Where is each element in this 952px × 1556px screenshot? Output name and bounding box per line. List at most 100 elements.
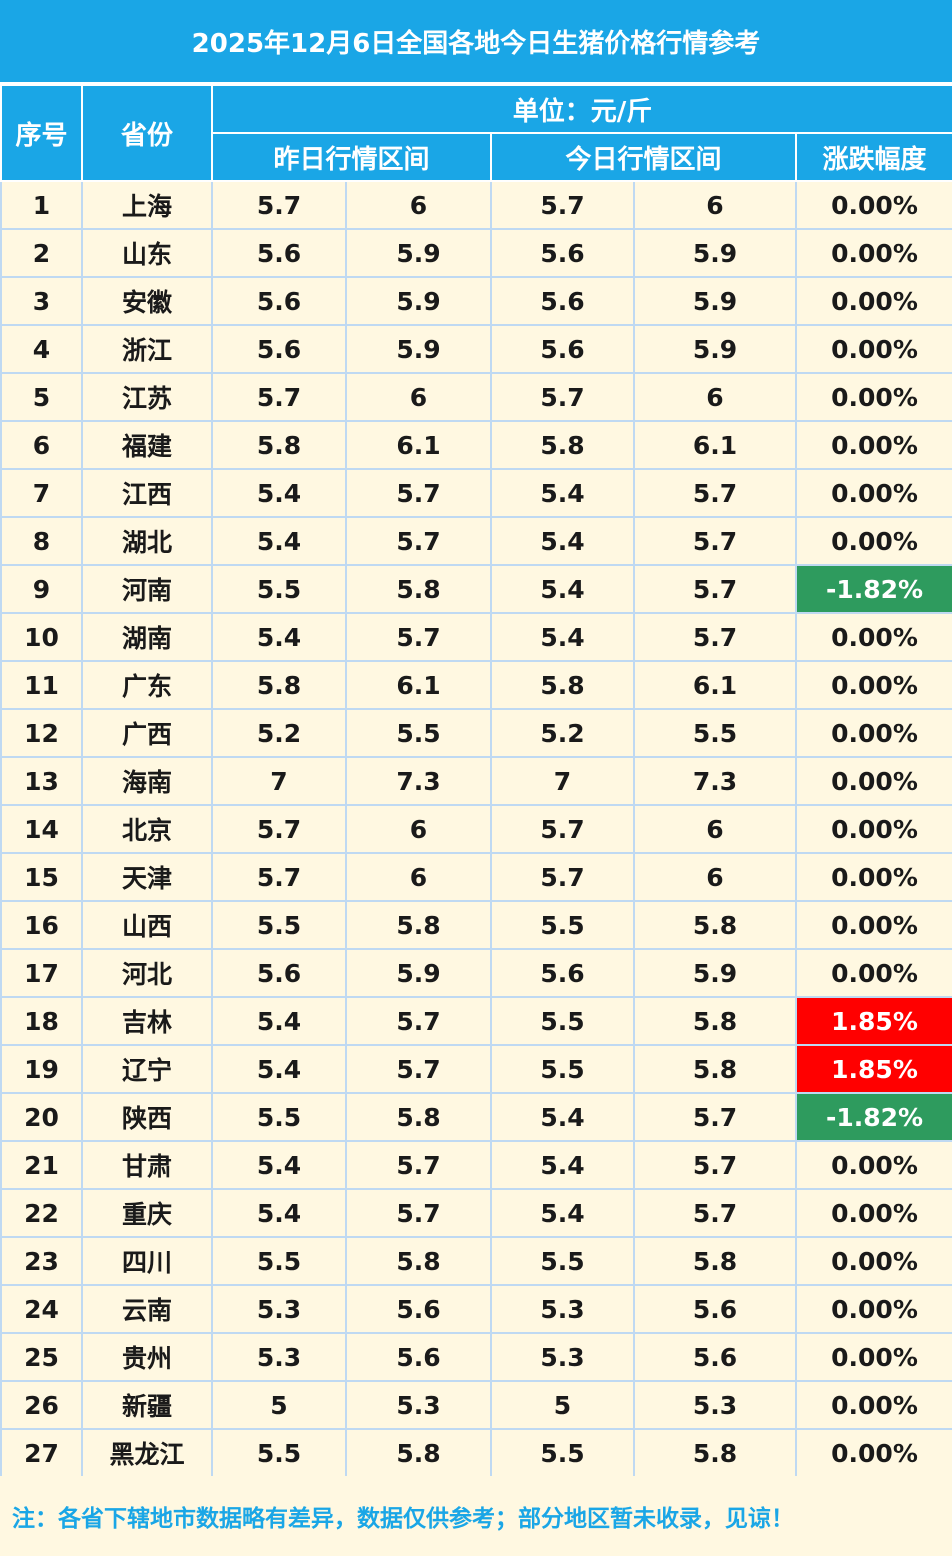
cell-yesterday-low: 5.3 bbox=[211, 1284, 347, 1334]
cell-today-high: 7.3 bbox=[633, 756, 797, 806]
cell-today-high: 6 bbox=[633, 852, 797, 902]
cell-yesterday-low: 5.4 bbox=[211, 996, 347, 1046]
cell-today-high: 6 bbox=[633, 180, 797, 230]
cell-today-low: 5 bbox=[490, 1380, 635, 1430]
cell-yesterday-low: 5.3 bbox=[211, 1332, 347, 1382]
cell-province: 甘肃 bbox=[81, 1140, 213, 1190]
cell-yesterday-high: 5.7 bbox=[345, 612, 492, 662]
cell-yesterday-high: 6.1 bbox=[345, 420, 492, 470]
cell-today-low: 5.7 bbox=[490, 180, 635, 230]
cell-no: 15 bbox=[0, 852, 83, 902]
cell-no: 2 bbox=[0, 228, 83, 278]
cell-province: 黑龙江 bbox=[81, 1428, 213, 1478]
cell-no: 5 bbox=[0, 372, 83, 422]
cell-no: 26 bbox=[0, 1380, 83, 1430]
cell-change: -1.82% bbox=[794, 564, 952, 614]
table-header: 序号 省份 单位：元/斤 昨日行情区间 今日行情区间 涨跌幅度 bbox=[0, 84, 952, 182]
cell-no: 4 bbox=[0, 324, 83, 374]
cell-today-high: 5.7 bbox=[633, 468, 797, 518]
cell-yesterday-low: 5.5 bbox=[211, 1092, 347, 1142]
cell-yesterday-low: 5.4 bbox=[211, 1044, 347, 1094]
cell-yesterday-low: 5.6 bbox=[211, 228, 347, 278]
cell-today-low: 5.5 bbox=[490, 996, 635, 1046]
cell-no: 20 bbox=[0, 1092, 83, 1142]
cell-today-low: 5.5 bbox=[490, 1044, 635, 1094]
cell-today-low: 5.7 bbox=[490, 804, 635, 854]
table-row: 5 江苏 5.7 6 5.7 6 0.00% bbox=[0, 372, 952, 422]
cell-no: 17 bbox=[0, 948, 83, 998]
footnote: 注：各省下辖地市数据略有差异，数据仅供参考；部分地区暂未收录，见谅！ bbox=[0, 1476, 952, 1556]
cell-yesterday-high: 5.8 bbox=[345, 1092, 492, 1142]
cell-yesterday-high: 6 bbox=[345, 852, 492, 902]
cell-province: 四川 bbox=[81, 1236, 213, 1286]
cell-province: 湖南 bbox=[81, 612, 213, 662]
cell-province: 海南 bbox=[81, 756, 213, 806]
table-row: 26 新疆 5 5.3 5 5.3 0.00% bbox=[0, 1380, 952, 1430]
cell-province: 陕西 bbox=[81, 1092, 213, 1142]
cell-yesterday-high: 5.8 bbox=[345, 1236, 492, 1286]
cell-change: 0.00% bbox=[794, 804, 952, 854]
cell-yesterday-high: 5.9 bbox=[345, 948, 492, 998]
cell-province: 云南 bbox=[81, 1284, 213, 1334]
cell-today-low: 5.8 bbox=[490, 420, 635, 470]
cell-today-high: 5.9 bbox=[633, 324, 797, 374]
cell-change: 0.00% bbox=[794, 660, 952, 710]
cell-today-high: 5.9 bbox=[633, 948, 797, 998]
table-row: 27 黑龙江 5.5 5.8 5.5 5.8 0.00% bbox=[0, 1428, 952, 1478]
table-row: 13 海南 7 7.3 7 7.3 0.00% bbox=[0, 756, 952, 806]
cell-no: 13 bbox=[0, 756, 83, 806]
header-yesterday: 昨日行情区间 bbox=[211, 132, 492, 182]
cell-today-high: 5.7 bbox=[633, 1092, 797, 1142]
cell-today-high: 6 bbox=[633, 372, 797, 422]
cell-no: 24 bbox=[0, 1284, 83, 1334]
cell-today-low: 5.5 bbox=[490, 1428, 635, 1478]
cell-province: 贵州 bbox=[81, 1332, 213, 1382]
cell-today-high: 5.8 bbox=[633, 1044, 797, 1094]
cell-province: 河南 bbox=[81, 564, 213, 614]
cell-today-low: 5.4 bbox=[490, 516, 635, 566]
cell-yesterday-low: 5.5 bbox=[211, 900, 347, 950]
cell-no: 23 bbox=[0, 1236, 83, 1286]
header-today: 今日行情区间 bbox=[490, 132, 797, 182]
cell-no: 1 bbox=[0, 180, 83, 230]
cell-today-low: 5.4 bbox=[490, 1092, 635, 1142]
table-row: 3 安徽 5.6 5.9 5.6 5.9 0.00% bbox=[0, 276, 952, 326]
cell-change: 0.00% bbox=[794, 1236, 952, 1286]
cell-yesterday-high: 6.1 bbox=[345, 660, 492, 710]
cell-today-low: 7 bbox=[490, 756, 635, 806]
cell-change: 0.00% bbox=[794, 228, 952, 278]
cell-yesterday-low: 7 bbox=[211, 756, 347, 806]
cell-yesterday-high: 5.8 bbox=[345, 900, 492, 950]
cell-today-high: 5.8 bbox=[633, 1428, 797, 1478]
cell-yesterday-high: 7.3 bbox=[345, 756, 492, 806]
table-row: 21 甘肃 5.4 5.7 5.4 5.7 0.00% bbox=[0, 1140, 952, 1190]
cell-province: 重庆 bbox=[81, 1188, 213, 1238]
cell-change: 0.00% bbox=[794, 612, 952, 662]
cell-today-low: 5.4 bbox=[490, 1140, 635, 1190]
table-row: 17 河北 5.6 5.9 5.6 5.9 0.00% bbox=[0, 948, 952, 998]
cell-province: 浙江 bbox=[81, 324, 213, 374]
cell-change: 1.85% bbox=[794, 996, 952, 1046]
cell-province: 广西 bbox=[81, 708, 213, 758]
cell-today-high: 6.1 bbox=[633, 420, 797, 470]
cell-today-low: 5.4 bbox=[490, 1188, 635, 1238]
table-row: 25 贵州 5.3 5.6 5.3 5.6 0.00% bbox=[0, 1332, 952, 1382]
table-row: 11 广东 5.8 6.1 5.8 6.1 0.00% bbox=[0, 660, 952, 710]
cell-today-low: 5.8 bbox=[490, 660, 635, 710]
cell-no: 9 bbox=[0, 564, 83, 614]
cell-yesterday-high: 5.9 bbox=[345, 324, 492, 374]
cell-change: 1.85% bbox=[794, 1044, 952, 1094]
cell-yesterday-low: 5.7 bbox=[211, 372, 347, 422]
cell-yesterday-high: 5.7 bbox=[345, 1140, 492, 1190]
cell-today-low: 5.2 bbox=[490, 708, 635, 758]
cell-no: 18 bbox=[0, 996, 83, 1046]
cell-province: 河北 bbox=[81, 948, 213, 998]
cell-today-low: 5.5 bbox=[490, 1236, 635, 1286]
cell-today-high: 5.6 bbox=[633, 1332, 797, 1382]
cell-change: 0.00% bbox=[794, 900, 952, 950]
cell-change: 0.00% bbox=[794, 852, 952, 902]
cell-change: 0.00% bbox=[794, 1332, 952, 1382]
cell-today-high: 5.7 bbox=[633, 1188, 797, 1238]
cell-today-high: 5.8 bbox=[633, 1236, 797, 1286]
